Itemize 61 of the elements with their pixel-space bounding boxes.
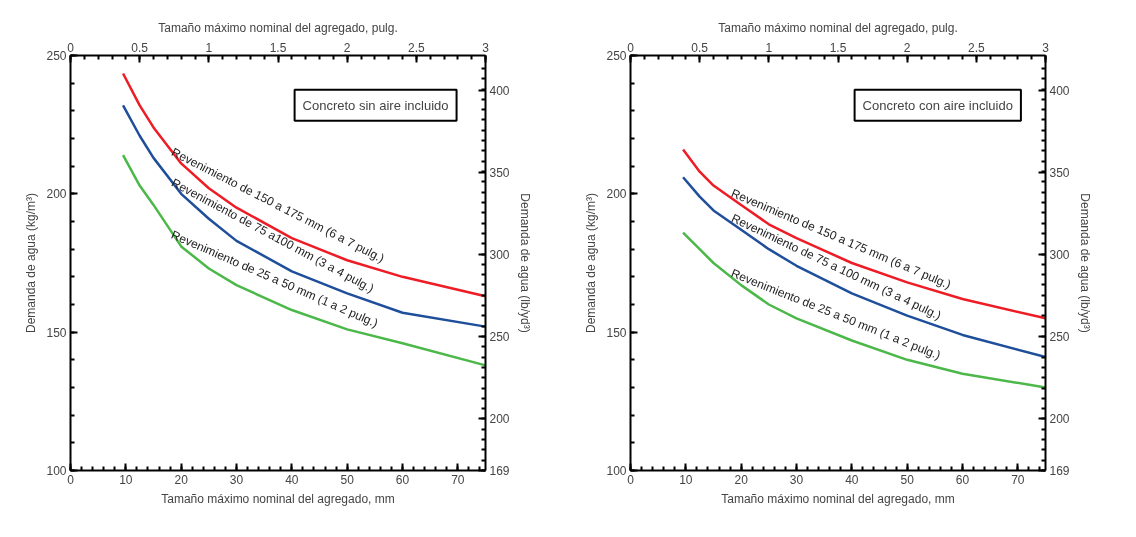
x2-tick-label: 3: [1042, 40, 1050, 55]
x-tick-label: 30: [789, 472, 804, 487]
y2-tick-label: 300: [1049, 248, 1070, 263]
y2-tick-label: 350: [489, 166, 510, 181]
y2-tick-label: 200: [489, 412, 510, 427]
x2-axis-title: Tamaño máximo nominal del agregado, pulg.: [158, 20, 398, 35]
x-tick-label: 20: [174, 472, 189, 487]
y-tick-label: 200: [46, 187, 67, 202]
y-tick-label: 150: [46, 325, 67, 340]
x-tick-label: 30: [229, 472, 244, 487]
x-axis-title: Tamaño máximo nominal del agregado, mm: [721, 491, 955, 506]
x-tick-label: 70: [1011, 472, 1025, 487]
y2-tick-label: 350: [1049, 166, 1070, 181]
y2-axis-title: Demanda de agua (lb/yd³): [1077, 193, 1092, 333]
y-axis-title: Demanda de agua (kg/m³): [584, 192, 599, 334]
x2-tick-label: 0.5: [691, 40, 709, 55]
x2-tick-label: 3: [482, 40, 490, 55]
x-tick-label: 50: [900, 472, 915, 487]
x2-tick-label: 2: [903, 40, 911, 55]
x-tick-label: 10: [119, 472, 133, 487]
x2-axis-title: Tamaño máximo nominal del agregado, pulg.: [718, 20, 958, 35]
x-tick-label: 60: [955, 472, 970, 487]
y2-tick-label: 400: [1049, 84, 1070, 99]
x-axis-title: Tamaño máximo nominal del agregado, mm: [161, 491, 395, 506]
x-tick-label: 40: [845, 472, 859, 487]
y-tick-label: 150: [606, 325, 627, 340]
y2-tick-label: 250: [1049, 330, 1070, 345]
x-tick-label: 70: [451, 472, 465, 487]
x2-tick-label: 2: [343, 40, 351, 55]
x-tick-label: 40: [285, 472, 299, 487]
annotation: Concreto sin aire incluido: [302, 97, 449, 113]
y2-tick-label: 250: [489, 330, 510, 345]
y-axis-title: Demanda de agua (kg/m³): [24, 192, 39, 334]
x2-tick-label: 2.5: [407, 40, 425, 55]
x2-tick-label: 0: [627, 40, 635, 55]
x-tick-label: 0: [627, 472, 635, 487]
annotation: Concreto con aire incluido: [862, 97, 1013, 113]
x-tick-label: 0: [67, 472, 75, 487]
y-tick-label: 100: [606, 464, 627, 478]
x-tick-label: 10: [679, 472, 693, 487]
x2-tick-label: 1.5: [269, 40, 287, 55]
x2-tick-label: 1: [765, 40, 773, 55]
x-tick-label: 20: [734, 472, 749, 487]
y-tick-label: 250: [606, 49, 627, 63]
y-tick-label: 250: [46, 49, 67, 63]
y-tick-label: 100: [46, 464, 67, 478]
y2-tick-label: 200: [1049, 412, 1070, 427]
x2-tick-label: 0.5: [131, 40, 149, 55]
x2-tick-label: 1: [205, 40, 213, 55]
y2-tick-label: 169: [1049, 464, 1070, 478]
x-tick-label: 50: [340, 472, 355, 487]
x2-tick-label: 0: [67, 40, 75, 55]
x-tick-label: 60: [395, 472, 410, 487]
y-tick-label: 200: [606, 187, 627, 202]
y2-tick-label: 300: [489, 248, 510, 263]
y2-tick-label: 169: [489, 464, 510, 478]
y2-axis-title: Demanda de agua (lb/yd³): [517, 193, 532, 333]
x2-tick-label: 2.5: [967, 40, 985, 55]
y2-tick-label: 400: [489, 84, 510, 99]
line-series: [681, 175, 1046, 359]
x2-tick-label: 1.5: [829, 40, 847, 55]
